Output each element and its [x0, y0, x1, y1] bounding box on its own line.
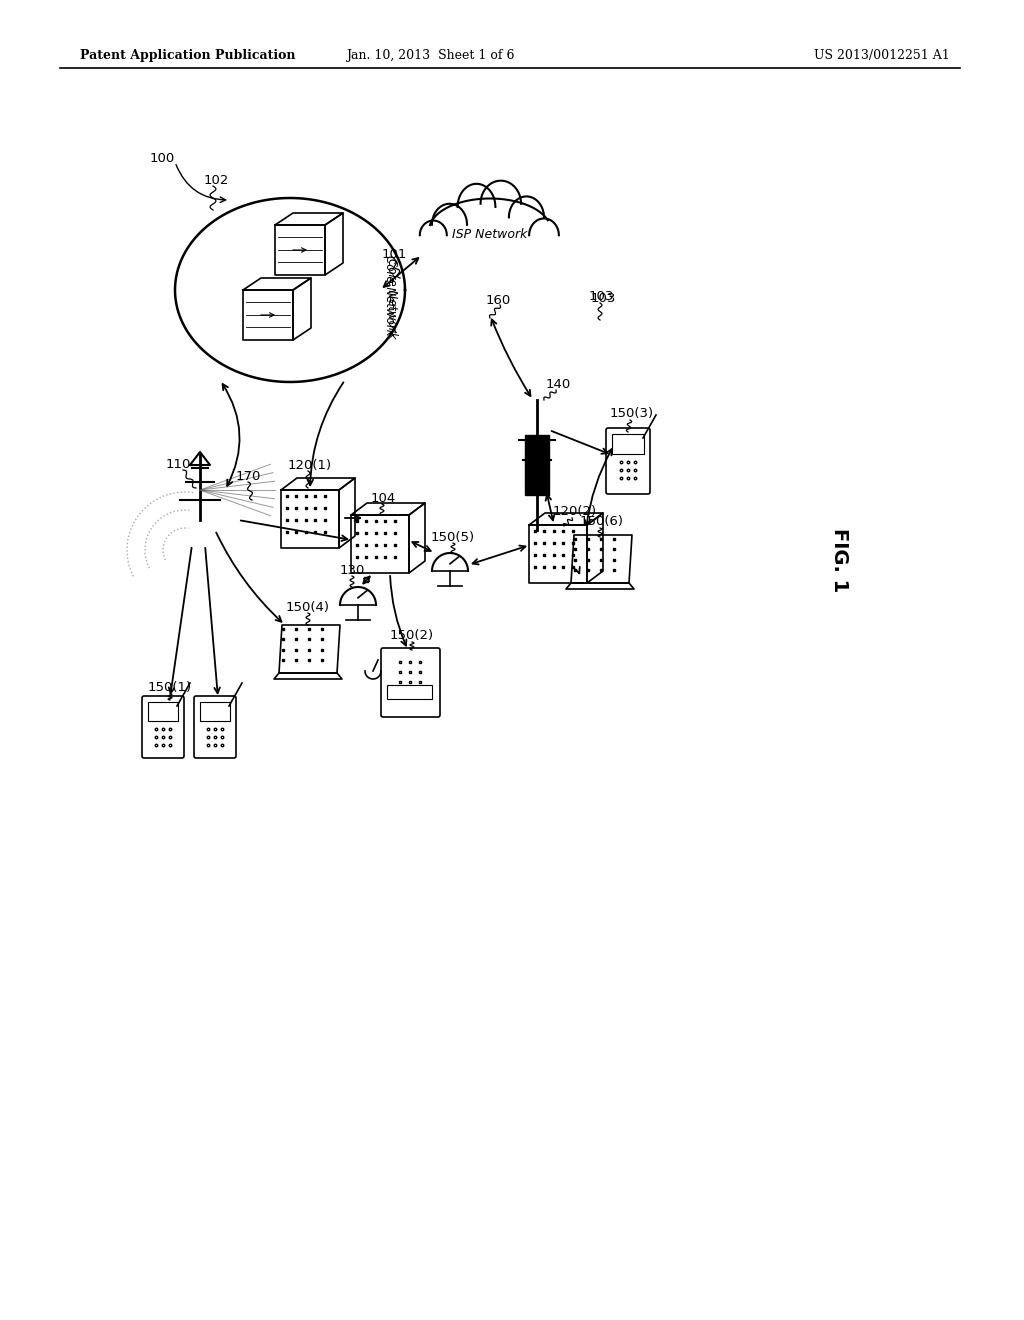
Text: 102: 102 [204, 174, 228, 187]
Text: 140: 140 [546, 378, 570, 391]
Text: 150(1): 150(1) [147, 681, 193, 694]
Text: Core Network: Core Network [384, 255, 396, 335]
Text: US 2013/0012251 A1: US 2013/0012251 A1 [814, 49, 950, 62]
Text: 130: 130 [339, 564, 365, 577]
Text: 150(5): 150(5) [431, 531, 475, 544]
Bar [200, 702, 230, 721]
Text: 120(2): 120(2) [553, 506, 597, 519]
Text: Patent Application Publication: Patent Application Publication [80, 49, 296, 62]
Bar [148, 702, 178, 721]
Text: 101: 101 [381, 248, 407, 261]
Text: 104: 104 [371, 491, 395, 504]
Text: 100: 100 [150, 152, 175, 165]
Bar [387, 685, 432, 700]
Text: 103: 103 [590, 292, 615, 305]
Text: 150(3): 150(3) [610, 408, 654, 421]
Text: Core Network: Core Network [385, 257, 398, 338]
Bar [525, 436, 549, 495]
Text: 150(2): 150(2) [390, 630, 434, 643]
Text: 120(1): 120(1) [288, 458, 332, 471]
Bar [612, 434, 644, 454]
Text: FIG. 1: FIG. 1 [830, 528, 850, 593]
Text: Jan. 10, 2013  Sheet 1 of 6: Jan. 10, 2013 Sheet 1 of 6 [346, 49, 514, 62]
Text: 170: 170 [236, 470, 261, 483]
Text: 150(4): 150(4) [286, 601, 330, 614]
Text: 103: 103 [589, 289, 613, 302]
Text: 160: 160 [485, 293, 511, 306]
Text: 110: 110 [165, 458, 190, 470]
Text: ISP Network: ISP Network [453, 228, 527, 242]
Text: 150(6): 150(6) [580, 516, 624, 528]
